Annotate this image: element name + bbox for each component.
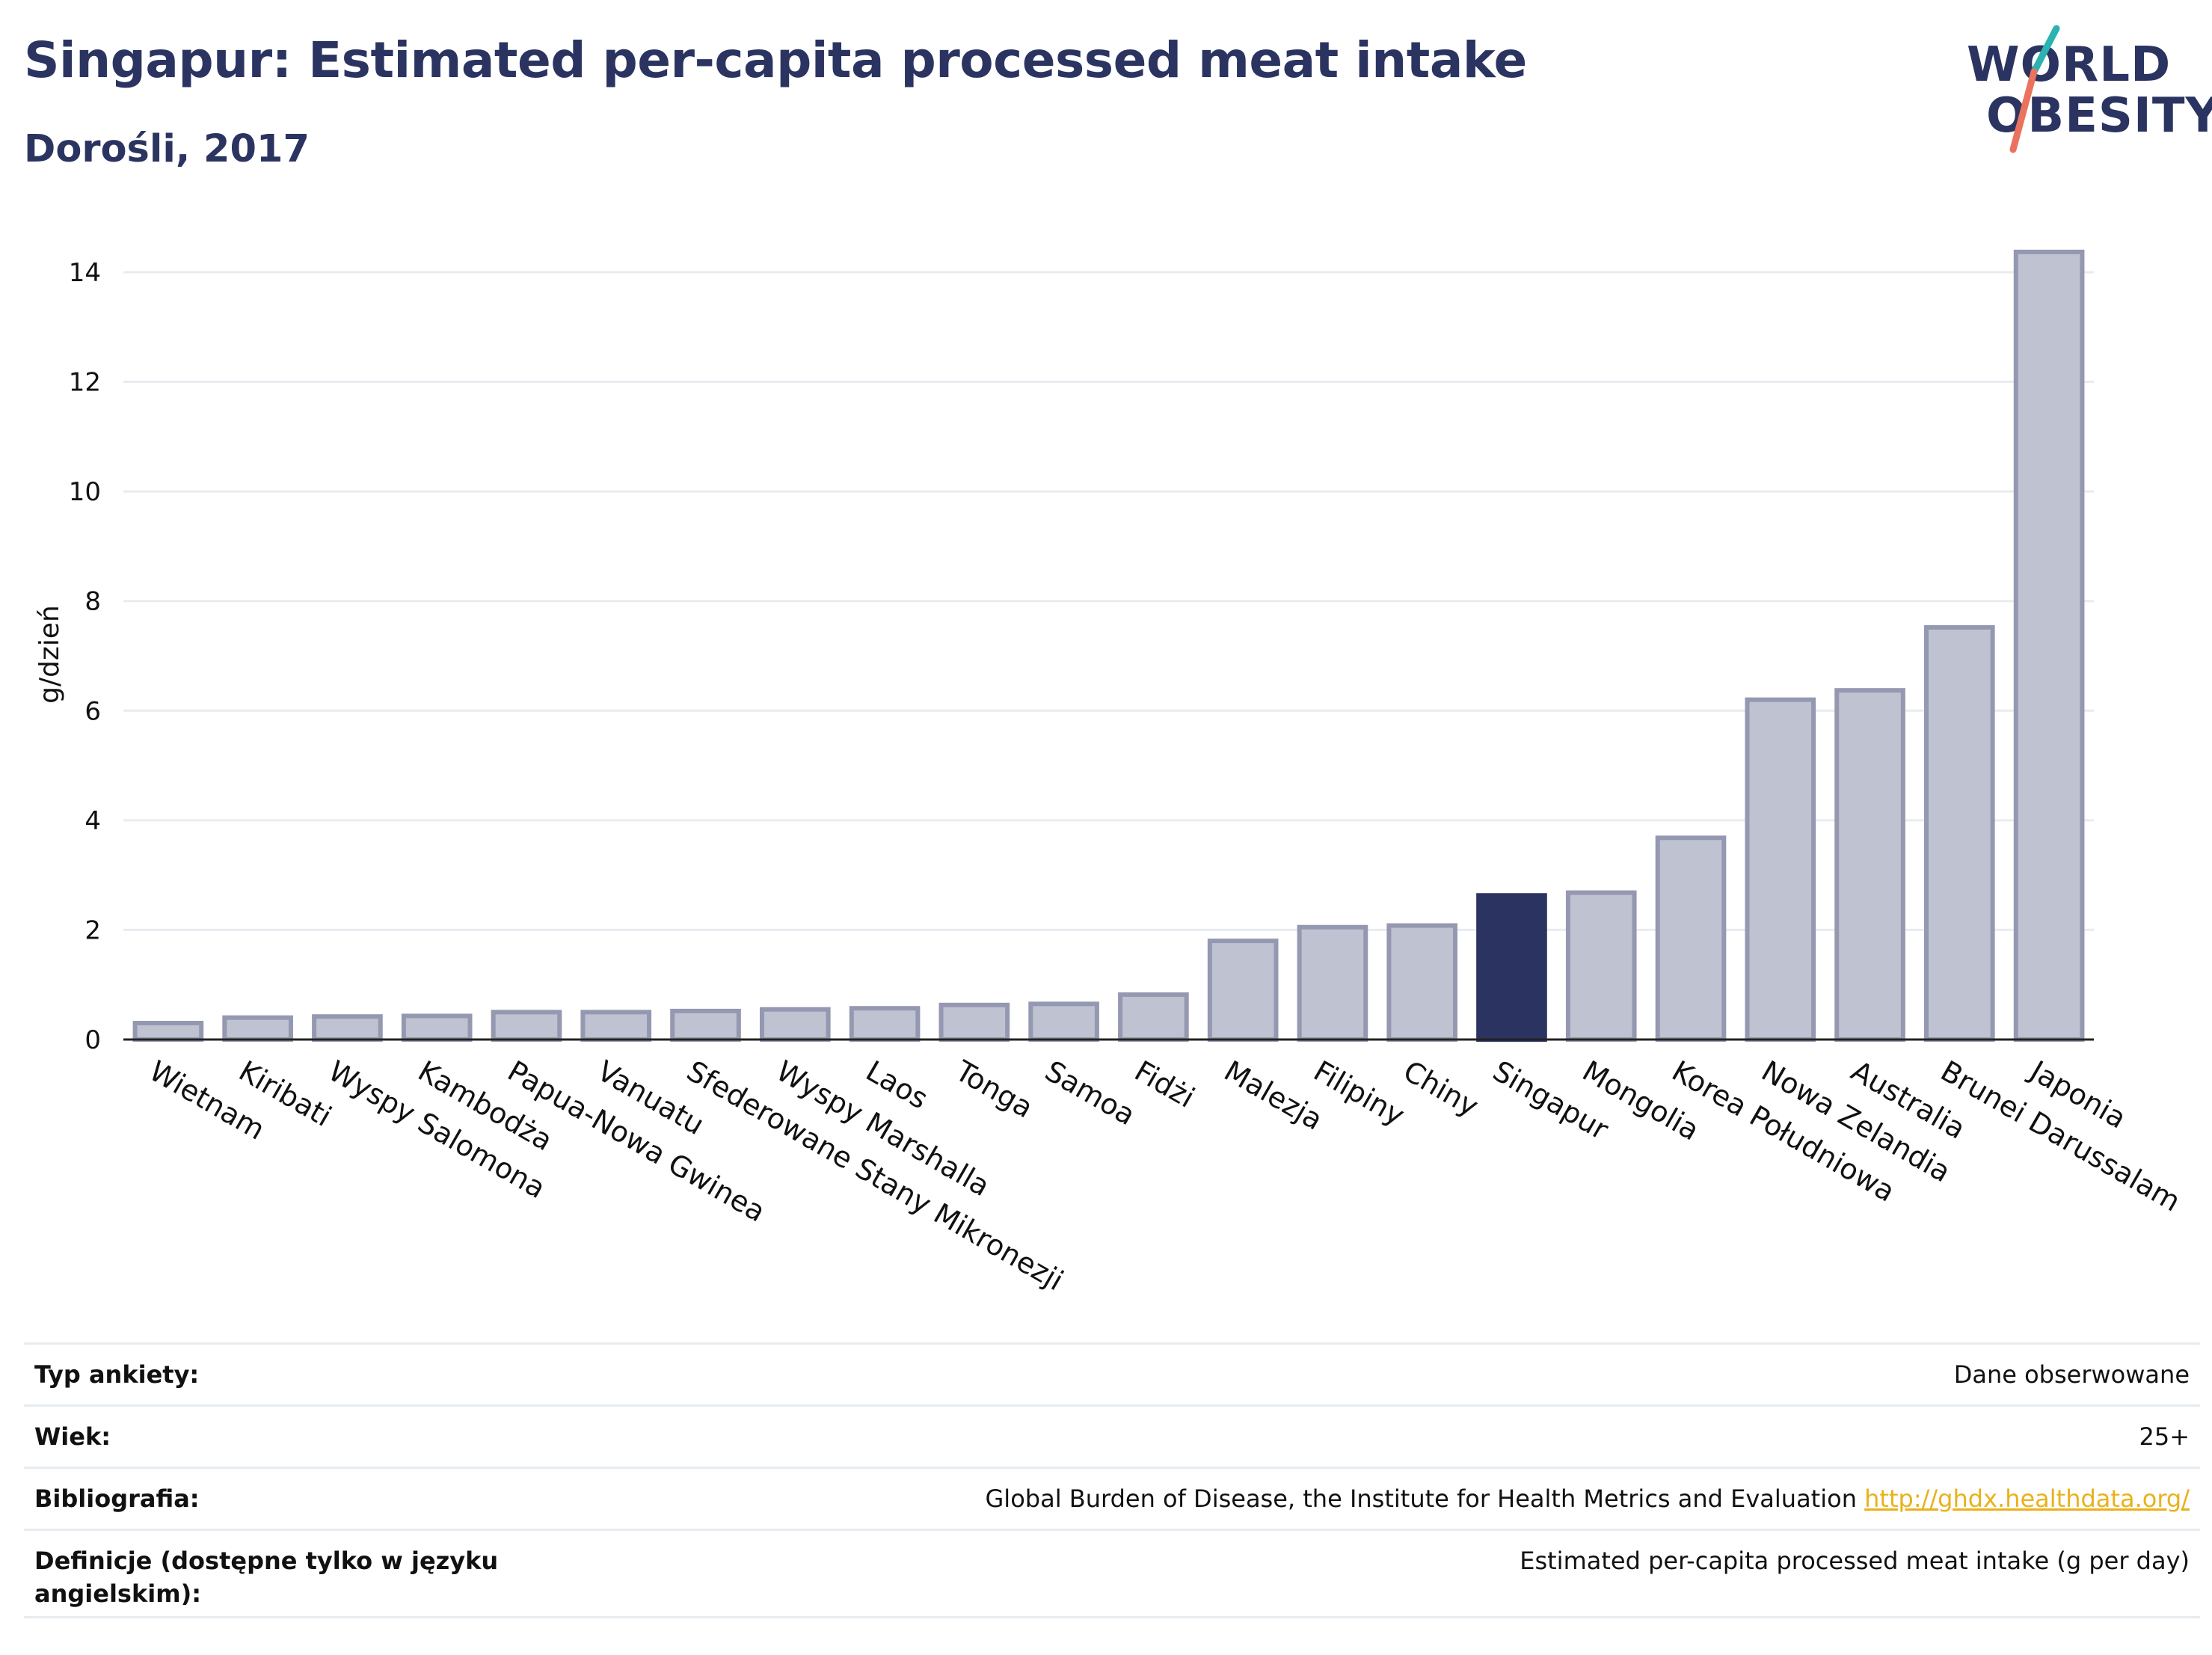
y-tick-label: 14 (69, 258, 101, 288)
bar-chiny (1386, 923, 1458, 1042)
meta-key: Bibliografia: (34, 1484, 200, 1513)
bar-filipiny (1297, 924, 1368, 1042)
bar-singapur (1476, 893, 1547, 1042)
meta-row-age: Wiek: 25+ (24, 1404, 2200, 1467)
meta-value: Estimated per-capita processed meat inta… (1520, 1547, 2190, 1575)
y-tick-label: 0 (85, 1025, 101, 1055)
bibliography-link[interactable]: http://ghdx.healthdata.org/ (1864, 1484, 2190, 1513)
y-axis-label: g/dzień (34, 605, 65, 704)
meta-value: Global Burden of Disease, the Institute … (986, 1482, 2190, 1515)
meta-value: Dane obserwowane (1953, 1360, 2190, 1389)
bar-australia (1834, 688, 1905, 1042)
y-tick-label: 4 (85, 806, 101, 836)
bar-samoa (1028, 1001, 1099, 1043)
meta-key: Definicje (dostępne tylko w języku angie… (34, 1547, 499, 1608)
chart-subtitle: Dorośli, 2017 (24, 127, 310, 171)
bar-brunei-darussalam (1924, 624, 1995, 1042)
bar-wyspy-marshalla (759, 1007, 831, 1042)
x-tick-label: Malezja (1219, 1054, 1329, 1137)
y-tick-label: 6 (85, 696, 101, 726)
logo-text-world: WORLD (1967, 37, 2172, 93)
bar-wietnam (132, 1021, 204, 1042)
bar-vanuatu (580, 1010, 652, 1043)
bar-wyspy-salomona (312, 1014, 383, 1043)
meta-value: 25+ (2139, 1422, 2190, 1451)
x-tick-label: Fidżi (1129, 1054, 1200, 1114)
bar-malezja (1207, 939, 1279, 1043)
metadata-table: Typ ankiety: Dane obserwowane Wiek: 25+ … (24, 1342, 2200, 1618)
meta-key: Typ ankiety: (34, 1360, 200, 1389)
x-tick-label: Tonga (949, 1054, 1038, 1124)
y-tick-label: 2 (85, 915, 101, 945)
meta-row-definitions: Definicje (dostępne tylko w języku angie… (24, 1529, 2200, 1618)
logo-slash-icon (2009, 25, 2060, 153)
bar-kambodża (401, 1013, 473, 1043)
bars (132, 249, 2085, 1043)
meta-row-bibliography: Bibliografia: Global Burden of Disease, … (24, 1467, 2200, 1529)
bar-nowa-zelandia (1745, 697, 1816, 1043)
bar-fidżi (1118, 992, 1189, 1042)
bar-tonga (938, 1002, 1010, 1042)
bar-papua-nowa-gwinea (491, 1010, 562, 1043)
x-tick-label: Chiny (1398, 1054, 1484, 1123)
meta-row-survey-type: Typ ankiety: Dane obserwowane (24, 1342, 2200, 1404)
world-obesity-logo: WORLD OBESITY (1959, 22, 2212, 157)
meta-key: Wiek: (34, 1422, 111, 1451)
y-tick-label: 10 (69, 477, 101, 507)
bibliography-text: Global Burden of Disease, the Institute … (985, 1484, 1857, 1513)
y-tick-label: 8 (85, 587, 101, 617)
bar-japonia (2013, 249, 2085, 1042)
bar-laos (849, 1006, 921, 1043)
bar-korea-południowa (1655, 835, 1727, 1043)
bar-kiribati (222, 1015, 293, 1043)
x-tick-label: Filipiny (1308, 1054, 1410, 1132)
bar-sfederowane-stany-mikronezji (670, 1008, 741, 1042)
chart-title: Singapur: Estimated per-capita processed… (24, 31, 1527, 89)
x-tick-label: Samoa (1039, 1054, 1140, 1132)
bar-mongolia (1565, 890, 1637, 1043)
y-tick-label: 12 (69, 368, 101, 398)
